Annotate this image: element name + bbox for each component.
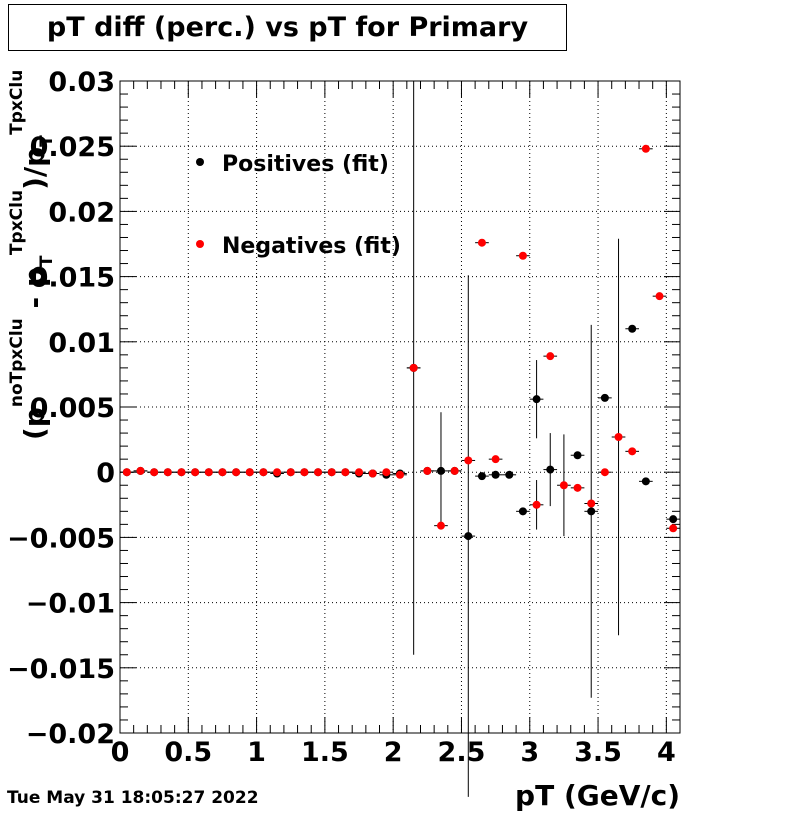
y-tick-label: −0.015 (7, 654, 115, 685)
data-point (122, 468, 131, 477)
data-point (450, 466, 459, 475)
y-tick-label: 0.025 (30, 132, 115, 163)
x-tick-label: 1.5 (301, 737, 349, 768)
legend-label: Positives (fit) (222, 152, 389, 177)
data-point (191, 468, 200, 477)
y-tick-label: 0 (96, 458, 115, 489)
data-point (286, 468, 295, 477)
tick-labels: 0 0.5 1 1.5 2 2.5 3 3.5 4 0.03 0.025 0.02 0.015 0.01 0… (7, 67, 676, 768)
data-point (614, 432, 623, 441)
axis-ticks (119, 80, 681, 734)
x-tick-label: 3 (520, 737, 539, 768)
data-point (532, 395, 541, 404)
data-point (464, 456, 473, 465)
x-tick-label: 1 (247, 737, 266, 768)
x-tick-label: 2 (384, 737, 403, 768)
data-point (327, 468, 336, 477)
y-tick-label: 0.03 (48, 67, 115, 98)
data-point (546, 465, 555, 474)
data-point (518, 507, 527, 516)
data-point (641, 477, 650, 486)
x-tick-label: 0.5 (164, 737, 212, 768)
data-point (218, 468, 227, 477)
data-point (477, 238, 486, 247)
y-axis-label-group: (pnoTpxClu - pTTpxClu)/pTTpxClu (7, 70, 57, 440)
data-point (136, 466, 145, 475)
data-point (641, 144, 650, 153)
y-axis-label-text: (pnoTpxClu - pTTpxClu)/pTTpxClu (7, 70, 57, 440)
y-tick-label: −0.01 (26, 589, 115, 620)
data-point (409, 363, 418, 372)
data-point (259, 468, 268, 477)
data-point (423, 466, 432, 475)
data-point (628, 324, 637, 333)
data-point (204, 468, 213, 477)
data-point (669, 524, 678, 533)
data-point (573, 451, 582, 460)
data-point (355, 468, 364, 477)
data-point (505, 470, 514, 479)
data-point (477, 472, 486, 481)
data-point (150, 468, 159, 477)
y-tick-label: 0.015 (30, 263, 115, 294)
data-point (491, 470, 500, 479)
data-point (341, 468, 350, 477)
y-axis-label-part: T (37, 135, 57, 147)
y-axis-label: (pnoTpxClu - pTTpxClu)/pTTpxClu (7, 70, 57, 440)
y-axis-label-part: T (37, 255, 57, 267)
data-point (382, 468, 391, 477)
data-point (573, 483, 582, 492)
data-point (368, 469, 377, 478)
data-point (532, 500, 541, 509)
x-axis-label: pT (GeV/c) (515, 779, 680, 812)
data-point (628, 447, 637, 456)
data-point (464, 532, 473, 541)
timestamp: Tue May 31 18:05:27 2022 (7, 788, 259, 808)
data-point (245, 468, 254, 477)
y-tick-label: 0.01 (48, 328, 115, 359)
y-axis-label-part: TpxClu (7, 190, 27, 255)
error-bars (120, 81, 680, 797)
y-tick-label: 0.005 (30, 393, 115, 424)
y-axis-label-part: noTpxClu (7, 318, 27, 407)
data-point (273, 468, 282, 477)
data-point (300, 468, 309, 477)
y-axis-label-part: )/p (18, 147, 51, 190)
x-tick-label: 2.5 (438, 737, 486, 768)
x-tick-label: 0 (111, 737, 130, 768)
data-point (177, 468, 186, 477)
legend-marker (196, 240, 204, 248)
data-point (587, 507, 596, 516)
legend-label: Negatives (fit) (222, 234, 401, 259)
x-tick-label: 3.5 (574, 737, 622, 768)
data-point (587, 499, 596, 508)
data-point (600, 393, 609, 402)
y-axis-label-part: TpxClu (7, 70, 27, 135)
data-point (546, 352, 555, 361)
x-tick-label: 4 (657, 737, 676, 768)
data-point (655, 292, 664, 301)
data-point (232, 468, 241, 477)
data-point (669, 515, 678, 524)
data-point (436, 521, 445, 530)
y-axis-label-part: (p (18, 407, 51, 440)
data-point (491, 455, 500, 464)
data-point (163, 468, 172, 477)
data-point (436, 466, 445, 475)
data-point (518, 251, 527, 260)
y-axis-label-part: - p (18, 267, 51, 318)
data-point (396, 470, 404, 479)
chart-title: pT diff (perc.) vs pT for Primary (8, 4, 567, 51)
y-tick-label: −0.005 (7, 523, 115, 554)
y-tick-label: 0.02 (48, 197, 115, 228)
legend: Positives (fit) Negatives (fit) (196, 152, 401, 259)
legend-marker (196, 158, 204, 166)
data-point (600, 468, 609, 477)
data-point (559, 481, 568, 490)
y-tick-label: −0.02 (26, 719, 115, 750)
data-point (314, 468, 323, 477)
data-points (122, 144, 678, 541)
grid (120, 81, 680, 733)
